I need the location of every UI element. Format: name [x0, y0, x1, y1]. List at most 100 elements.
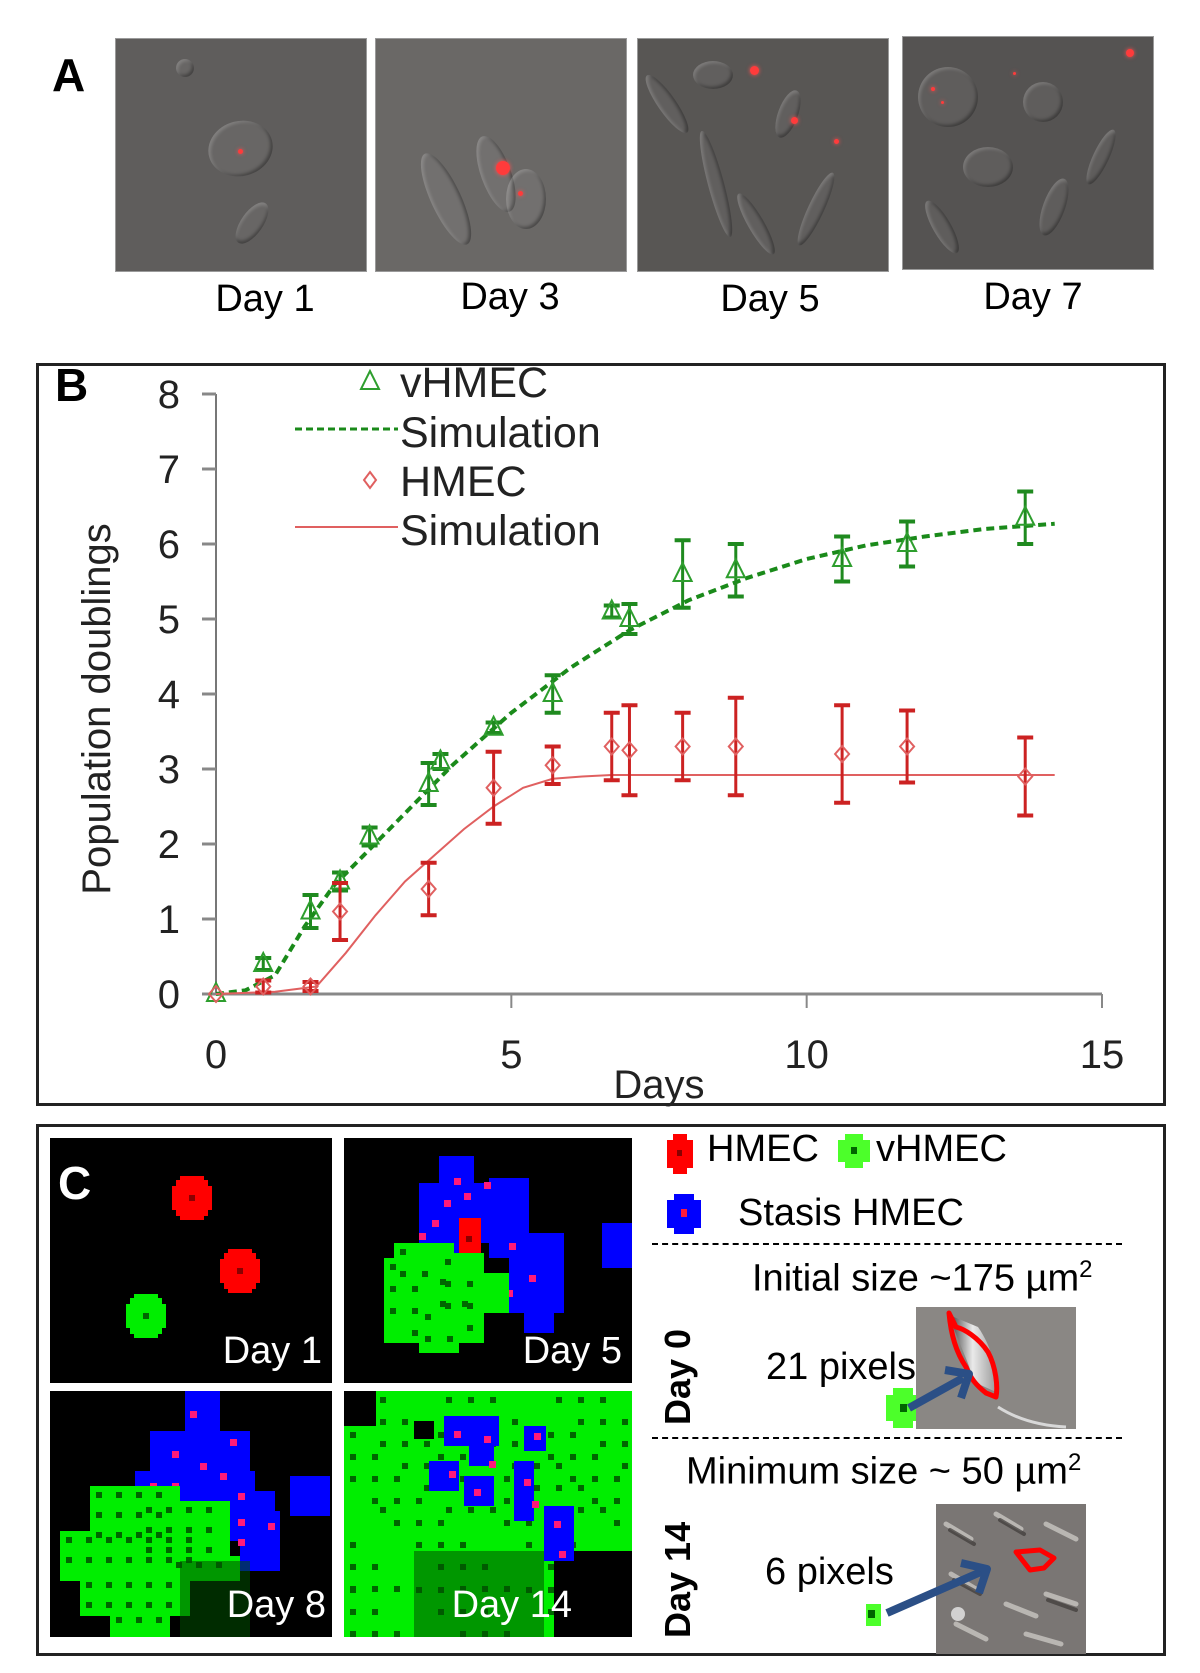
- vhmec-cell-icon: [838, 1134, 870, 1168]
- micrograph-day-1: [115, 38, 367, 272]
- simulation-tile-day-14: Day 14: [344, 1391, 632, 1637]
- cell-outline: [943, 1511, 1079, 1647]
- vhmec-cluster-dot: [438, 1432, 444, 1438]
- vhmec-cluster-dot: [186, 1527, 192, 1533]
- vhmec-cluster-dot: [186, 1547, 192, 1553]
- data-point-triangle: [252, 950, 274, 972]
- vhmec-cluster-dot: [146, 1507, 152, 1513]
- stasis-dot: [449, 1471, 456, 1478]
- vhmec-cluster-dot: [548, 1564, 554, 1570]
- vhmec-cluster-dot: [570, 1432, 576, 1438]
- cell: [506, 169, 546, 229]
- vhmec-cluster-dot: [126, 1582, 132, 1588]
- day-label: Day 7: [983, 276, 1083, 318]
- vhmec-cluster-dot: [600, 1441, 606, 1447]
- vhmec-cluster-dot: [614, 1520, 620, 1526]
- vhmec-cluster-dot: [372, 1454, 378, 1460]
- stasis-dot: [524, 1479, 531, 1486]
- vhmec-cluster-dot: [350, 1454, 356, 1460]
- stasis-dot: [454, 1431, 461, 1438]
- vhmec-cluster-dot: [622, 1419, 628, 1425]
- cell-outline: [946, 1310, 1067, 1429]
- vhmec-cluster-dot: [534, 1463, 540, 1469]
- data-point-triangle: [672, 560, 694, 582]
- vhmec-cluster-dot: [86, 1537, 92, 1543]
- vhmec-cluster-dot: [445, 1259, 451, 1265]
- vhmec-cluster-dot: [504, 1476, 510, 1482]
- vhmec-cluster-dot: [622, 1441, 628, 1447]
- vhmec-cluster-dot: [570, 1476, 576, 1482]
- vhmec-cluster-dot: [556, 1397, 562, 1403]
- legend-label: vHMEC: [400, 359, 548, 407]
- vhmec-cluster-dot: [186, 1557, 192, 1563]
- vhmec-cluster-dot: [96, 1532, 102, 1538]
- panel-a-letter: A: [52, 49, 86, 101]
- vhmec-cluster-dot: [394, 1586, 400, 1592]
- label-backdrop: [414, 1551, 544, 1637]
- x-axis-label: Days: [613, 1063, 704, 1107]
- day-0-pixel-cell: [886, 1388, 920, 1433]
- data-point-diamond: [1016, 766, 1034, 787]
- day-0-cell-photo: [916, 1307, 1076, 1429]
- vhmec-cluster-dot: [146, 1602, 152, 1608]
- day-0-pixels-text: 21 pixels: [766, 1346, 916, 1388]
- vhmec-cluster-dot: [462, 1301, 468, 1307]
- day-label: Day 1: [215, 278, 315, 320]
- data-point-triangle: [618, 605, 641, 627]
- vhmec-cluster-dot: [86, 1557, 92, 1563]
- data-point-triangle: [358, 823, 381, 845]
- vhmec-cluster-dot: [372, 1476, 378, 1482]
- y-tick-label: 3: [158, 748, 180, 792]
- empty-space: [554, 1551, 632, 1637]
- data-point-triangle: [1014, 504, 1036, 526]
- vhmec-cluster-dot: [66, 1557, 72, 1563]
- initial-size-text: Initial size ~175 µm2: [752, 1256, 1092, 1301]
- vhmec-cluster-dot: [186, 1507, 192, 1513]
- vhmec-cluster-dot: [592, 1476, 598, 1482]
- day-0-side-label: Day 0: [657, 1328, 698, 1425]
- tile-day-label: Day 5: [522, 1330, 622, 1372]
- data-point-diamond: [621, 740, 638, 760]
- vhmec-cluster-dot: [548, 1454, 554, 1460]
- y-tick-label: 5: [158, 598, 180, 642]
- stasis-dot: [474, 1489, 481, 1496]
- vhmec-cluster-dot: [592, 1498, 598, 1504]
- vhmec-cluster-dot: [548, 1609, 554, 1615]
- vhmec-cluster-dot: [380, 1419, 386, 1425]
- vhmec-cluster-dot: [467, 1303, 473, 1309]
- vhmec-cluster-dot: [600, 1507, 606, 1513]
- vhmec-cluster-dot: [380, 1507, 386, 1513]
- chart-axes: 0 1 2 3 4 5 6 7 8 0 5 10 15 Days Population doublings: [75, 373, 1124, 1107]
- vhmec-cluster-dot: [350, 1476, 356, 1482]
- label-backdrop: [180, 1561, 250, 1637]
- data-point-diamond: [544, 755, 562, 775]
- vhmec-cluster-dot: [136, 1512, 142, 1518]
- simulation-grid: [344, 1391, 632, 1637]
- vhmec-cluster-dot: [578, 1507, 584, 1513]
- vhmec-cluster-dot: [438, 1520, 444, 1526]
- hmec-cell-icon: [667, 1134, 693, 1174]
- fluorescent-marker: [1013, 72, 1016, 75]
- vhmec-cluster-dot: [390, 1286, 396, 1292]
- legend-label: Simulation: [400, 409, 601, 457]
- vhmec-cluster-dot: [402, 1441, 408, 1447]
- vhmec-cluster-dot: [412, 1286, 418, 1292]
- panel-c-frame: [36, 1124, 1166, 1656]
- micrograph-day-7: [902, 36, 1154, 270]
- vhmec-cluster-dot: [548, 1432, 554, 1438]
- vhmec-cluster-dot: [166, 1527, 172, 1533]
- vhmec-cluster-dot: [394, 1631, 400, 1637]
- initial-size-value: Initial size ~175 µm: [752, 1257, 1080, 1300]
- legend-label: Simulation: [400, 507, 601, 555]
- vhmec-cluster-dot: [490, 1397, 496, 1403]
- stasis-dot: [200, 1463, 207, 1470]
- vhmec-cluster-dot: [166, 1507, 172, 1513]
- vhmec-cluster-dot: [372, 1586, 378, 1592]
- vhmec-cluster-dot: [146, 1582, 152, 1588]
- cell: [693, 61, 733, 89]
- tile-day-label: Day 8: [226, 1584, 326, 1626]
- simulation-grid: [60, 1391, 330, 1637]
- vhmec-cluster-dot: [534, 1485, 540, 1491]
- stasis-dot: [506, 1290, 513, 1297]
